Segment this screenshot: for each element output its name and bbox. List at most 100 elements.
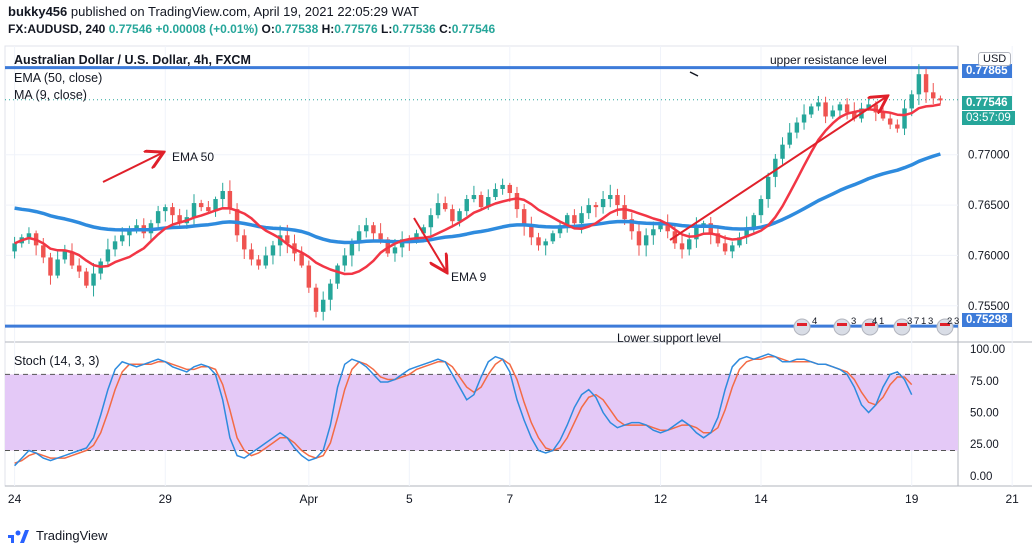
time-tick-label: 5: [406, 492, 413, 506]
candle-body: [69, 251, 75, 266]
ohlc-bar: FX:AUDUSD, 240 0.77546 +0.00008 (+0.01%)…: [8, 22, 495, 36]
publish-info: bukky456 published on TradingView.com, A…: [8, 4, 419, 19]
candle-body: [349, 241, 355, 256]
price-tick-label: 0.75500: [968, 301, 1010, 313]
candle-body: [636, 231, 642, 246]
event-count: 4: [812, 316, 817, 327]
time-tick-label: Apr: [299, 492, 318, 506]
legend-ema: EMA (50, close): [14, 71, 103, 85]
stoch-k-line: [14, 353, 913, 467]
event-flag-stripe: [940, 323, 950, 326]
candle-body: [593, 205, 599, 208]
open-value: 0.77538: [274, 22, 319, 36]
event-count: 2: [947, 316, 952, 327]
event-flag-stripe: [837, 323, 847, 326]
stoch-tick-label: 50.00: [970, 407, 999, 419]
candle-body: [794, 122, 800, 133]
ema50-arrow: [102, 153, 162, 183]
candle-body: [213, 199, 218, 212]
published-text: published on TradingView.com, April 19, …: [70, 4, 419, 19]
candle-body: [823, 102, 828, 117]
price-change: +0.00008 (+0.01%): [155, 22, 259, 36]
candle-body: [665, 225, 670, 232]
instrument-title: Australian Dollar / U.S. Dollar, 4h, FXC…: [14, 53, 251, 67]
time-tick-label: 21: [1006, 492, 1020, 506]
candle-body: [220, 190, 225, 200]
candle-body: [62, 251, 68, 260]
candle-body: [84, 271, 89, 286]
candle-body: [557, 225, 563, 234]
time-tick-label: 12: [654, 492, 668, 506]
event-count: 1: [879, 316, 884, 327]
candle-body: [112, 241, 118, 250]
candle-body: [895, 124, 900, 129]
current-price-label: 0.77546: [962, 96, 1012, 110]
candle-body: [105, 249, 111, 262]
candle-body: [392, 247, 398, 254]
annotation-support: Lower support level: [617, 331, 721, 345]
stoch-tick-label: 0.00: [970, 471, 992, 483]
ema9-arrow: [413, 217, 446, 271]
candle-body: [844, 104, 850, 113]
candle-body: [679, 243, 685, 250]
candle-body: [579, 213, 584, 224]
candle-body: [737, 237, 742, 246]
high-value: 0.77576: [334, 22, 378, 36]
event-count: 4: [872, 316, 877, 327]
candle-body: [529, 225, 534, 238]
event-count: 1: [921, 316, 926, 327]
event-flag-stripe: [865, 323, 875, 326]
tradingview-icon: [8, 529, 29, 543]
candle-body: [335, 265, 340, 284]
currency-button[interactable]: USD: [978, 52, 1012, 66]
candle-body: [120, 235, 125, 242]
candle-body: [801, 114, 807, 123]
candle-body: [48, 257, 53, 276]
price-tick-label: 0.76500: [968, 200, 1010, 212]
candle-body: [916, 74, 922, 95]
candle-body: [91, 273, 96, 286]
low-label: L:: [381, 22, 393, 36]
event-flag-icon: [793, 318, 811, 336]
candle-body: [586, 205, 591, 214]
annotation-resistance: upper resistance level: [770, 53, 887, 67]
price-tick-label: 0.76000: [968, 250, 1010, 262]
candle-body: [507, 184, 513, 194]
tradingview-logo[interactable]: TradingView: [8, 528, 108, 543]
candle-body: [816, 102, 821, 107]
candle-body: [399, 239, 405, 248]
candle-body: [837, 104, 843, 111]
resistance-tick-mark: [689, 71, 699, 77]
candle-body: [198, 203, 204, 208]
candle-body: [615, 195, 620, 206]
candle-body: [191, 203, 197, 218]
open-label: O:: [261, 22, 275, 36]
candle-body: [450, 209, 455, 222]
time-tick-label: 7: [506, 492, 513, 506]
price-tick-label: 0.77000: [968, 150, 1010, 162]
symbol: FX:AUDUSD, 240: [8, 22, 106, 36]
candle-body: [378, 233, 383, 240]
candle-body: [715, 233, 721, 244]
candle-body: [938, 98, 943, 101]
event-count: 3: [928, 316, 933, 327]
candle-body: [26, 233, 32, 238]
candle-body: [500, 184, 505, 189]
candle-body: [155, 211, 161, 224]
stoch-tick-label: 75.00: [970, 376, 999, 388]
candle-body: [550, 233, 556, 242]
candle-body: [536, 237, 541, 246]
candle-body: [256, 259, 261, 266]
candle-body: [55, 259, 60, 276]
low-value: 0.77536: [392, 22, 436, 36]
trend-arrow: [669, 97, 886, 241]
candle-body: [722, 243, 728, 252]
candle-body: [428, 215, 434, 228]
time-tick-label: 24: [8, 492, 22, 506]
candle-body: [564, 215, 570, 226]
countdown-label: 03:57:09: [962, 111, 1015, 125]
annotation-ema50: EMA 50: [172, 150, 214, 164]
candle-body: [364, 225, 369, 232]
candle-body: [371, 225, 376, 234]
